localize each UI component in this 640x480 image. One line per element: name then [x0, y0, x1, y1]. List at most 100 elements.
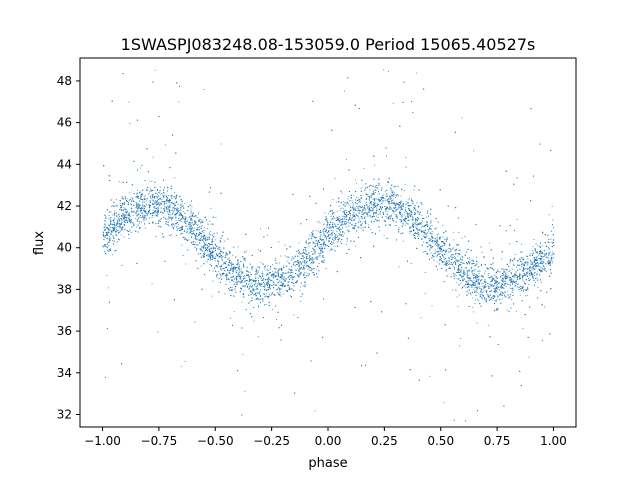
- data-point: [108, 287, 109, 289]
- data-point: [297, 264, 299, 266]
- data-point: [258, 299, 260, 301]
- data-point: [541, 257, 543, 259]
- data-point: [302, 250, 304, 252]
- data-point: [482, 283, 484, 285]
- data-point: [452, 289, 454, 291]
- data-point: [291, 258, 293, 260]
- data-point: [276, 319, 277, 320]
- data-point: [267, 289, 269, 291]
- data-point: [170, 209, 172, 211]
- data-point: [315, 258, 317, 259]
- data-point: [322, 229, 324, 231]
- data-point: [214, 260, 216, 262]
- data-point: [255, 288, 257, 290]
- data-point: [367, 207, 368, 209]
- data-point: [548, 214, 550, 216]
- data-point: [394, 193, 396, 195]
- data-point: [321, 245, 323, 247]
- data-point: [243, 281, 245, 283]
- data-point: [291, 256, 293, 258]
- data-point: [541, 267, 543, 269]
- data-point: [537, 286, 539, 288]
- data-point: [243, 286, 245, 288]
- data-point: [522, 285, 524, 287]
- data-point: [427, 228, 429, 230]
- data-point: [420, 317, 422, 319]
- data-point: [395, 207, 396, 209]
- data-point: [108, 215, 110, 216]
- data-point: [189, 232, 191, 234]
- data-point: [438, 253, 440, 255]
- data-point: [111, 223, 113, 225]
- data-point: [515, 310, 517, 312]
- data-point: [354, 245, 356, 247]
- data-point: [405, 201, 407, 203]
- data-point: [383, 69, 385, 71]
- data-point: [137, 204, 139, 206]
- data-point: [300, 262, 302, 264]
- data-point: [320, 231, 322, 233]
- data-point: [436, 239, 438, 241]
- data-point: [104, 223, 106, 225]
- data-point: [394, 191, 395, 193]
- data-point: [115, 229, 117, 231]
- data-point: [457, 255, 459, 257]
- data-point: [367, 195, 369, 197]
- data-point: [315, 268, 317, 270]
- data-point: [374, 199, 375, 201]
- data-point: [361, 223, 363, 225]
- data-point: [314, 246, 316, 248]
- data-point: [298, 242, 300, 244]
- data-point: [154, 69, 156, 71]
- data-point: [429, 375, 431, 377]
- data-point: [528, 356, 530, 358]
- data-point: [168, 202, 170, 204]
- data-point: [210, 230, 211, 232]
- data-point: [422, 225, 424, 227]
- data-point: [142, 214, 144, 216]
- data-point: [381, 200, 383, 201]
- data-point: [330, 249, 332, 251]
- data-point: [299, 267, 301, 269]
- data-point: [148, 192, 150, 194]
- data-point: [180, 209, 182, 210]
- data-point: [111, 206, 112, 208]
- data-point: [218, 261, 220, 263]
- data-point: [252, 290, 254, 292]
- data-point: [532, 269, 534, 271]
- data-point: [188, 228, 190, 230]
- data-point: [463, 275, 465, 277]
- data-point: [145, 199, 147, 201]
- data-point: [112, 204, 114, 206]
- data-point: [151, 197, 153, 199]
- data-point: [126, 198, 128, 200]
- data-point: [199, 218, 201, 220]
- data-point: [314, 251, 315, 253]
- data-point: [461, 287, 463, 289]
- data-point: [250, 267, 252, 269]
- data-point: [345, 244, 347, 245]
- data-point: [167, 195, 169, 196]
- data-point: [163, 201, 165, 203]
- data-point: [279, 262, 281, 264]
- data-point: [413, 224, 415, 226]
- data-point: [347, 198, 349, 200]
- data-point: [238, 267, 240, 269]
- data-point: [137, 189, 139, 191]
- data-point: [192, 213, 193, 215]
- data-point: [449, 255, 451, 257]
- data-point: [442, 250, 444, 252]
- data-point: [512, 291, 514, 293]
- data-point: [218, 246, 220, 248]
- data-point: [466, 281, 467, 283]
- data-point: [156, 207, 158, 209]
- data-point: [387, 210, 389, 212]
- data-point: [288, 271, 290, 273]
- data-point: [472, 274, 474, 276]
- data-point: [246, 273, 248, 275]
- data-point: [108, 238, 110, 240]
- data-point: [128, 212, 130, 214]
- data-point: [450, 264, 452, 266]
- data-point: [502, 281, 504, 283]
